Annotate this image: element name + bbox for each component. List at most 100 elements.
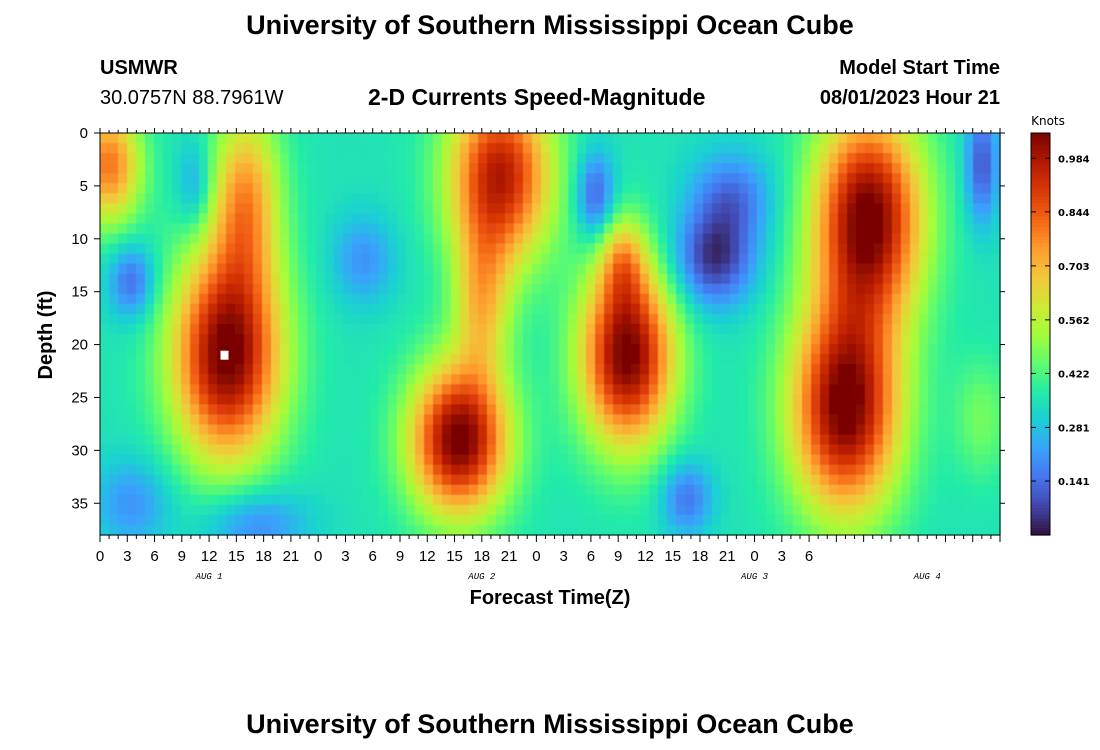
heatmap-cell bbox=[550, 404, 560, 415]
heatmap-cell bbox=[838, 404, 848, 415]
heatmap-cell bbox=[559, 153, 569, 164]
heatmap-cell bbox=[451, 233, 461, 245]
heatmap-cell bbox=[658, 323, 668, 335]
heatmap-cell bbox=[163, 424, 173, 436]
heatmap-cell bbox=[397, 193, 407, 204]
heatmap-cell bbox=[757, 374, 767, 385]
heatmap-cell bbox=[730, 233, 740, 245]
heatmap-cell bbox=[154, 514, 164, 526]
heatmap-cell bbox=[649, 444, 659, 456]
heatmap-cell bbox=[802, 293, 812, 305]
heatmap-cell bbox=[667, 183, 677, 194]
heatmap-cell bbox=[226, 283, 236, 295]
heatmap-cell bbox=[604, 223, 614, 235]
heatmap-cell bbox=[361, 273, 371, 285]
heatmap-cell bbox=[631, 323, 641, 335]
heatmap-cell bbox=[676, 514, 686, 526]
heatmap-cell bbox=[271, 374, 281, 385]
heatmap-cell bbox=[739, 203, 749, 214]
heatmap-cell bbox=[631, 404, 641, 415]
heatmap-cell bbox=[991, 253, 1001, 265]
heatmap-cell bbox=[397, 163, 407, 174]
heatmap-cell bbox=[703, 203, 713, 214]
heatmap-cell bbox=[847, 344, 857, 355]
heatmap-cell bbox=[118, 273, 128, 285]
heatmap-cell bbox=[226, 143, 236, 154]
heatmap-cell bbox=[244, 133, 254, 144]
heatmap-cell bbox=[514, 203, 524, 214]
heatmap-cell bbox=[271, 253, 281, 265]
heatmap-cell bbox=[640, 344, 650, 355]
heatmap-cell bbox=[694, 384, 704, 395]
heatmap-cell bbox=[928, 213, 938, 225]
heatmap-cell bbox=[892, 303, 902, 315]
heatmap-cell bbox=[955, 143, 965, 154]
heatmap-cell bbox=[334, 153, 344, 164]
heatmap-cell bbox=[856, 504, 866, 516]
heatmap-cell bbox=[613, 504, 623, 516]
heatmap-cell bbox=[928, 354, 938, 365]
heatmap-cell bbox=[541, 203, 551, 214]
heatmap-cell bbox=[451, 474, 461, 486]
heatmap-cell bbox=[343, 173, 353, 184]
heatmap-cell bbox=[982, 153, 992, 164]
heatmap-cell bbox=[595, 143, 605, 154]
heatmap-cell bbox=[748, 203, 758, 214]
heatmap-cell bbox=[739, 334, 749, 345]
heatmap-cell bbox=[451, 464, 461, 476]
heatmap-cell bbox=[802, 414, 812, 426]
heatmap-cell bbox=[343, 323, 353, 335]
heatmap-cell bbox=[793, 524, 803, 536]
heatmap-cell bbox=[613, 293, 623, 305]
heatmap-cell bbox=[406, 374, 416, 385]
heatmap-cell bbox=[514, 283, 524, 295]
heatmap-cell bbox=[757, 133, 767, 144]
heatmap-cell bbox=[568, 454, 578, 466]
heatmap-cell bbox=[640, 364, 650, 375]
heatmap-cell bbox=[757, 464, 767, 476]
heatmap-cell bbox=[703, 223, 713, 235]
heatmap-cell bbox=[280, 263, 290, 275]
heatmap-cell bbox=[523, 384, 533, 395]
heatmap-cell bbox=[100, 504, 110, 516]
heatmap-cell bbox=[613, 313, 623, 325]
heatmap-cell bbox=[757, 394, 767, 405]
heatmap-cell bbox=[343, 354, 353, 365]
heatmap-cell bbox=[982, 263, 992, 275]
colorbar-step bbox=[1031, 447, 1050, 452]
colorbar-tick-label: 0.703 bbox=[1058, 262, 1090, 273]
heatmap-cell bbox=[793, 243, 803, 255]
heatmap-cell bbox=[721, 444, 731, 456]
heatmap-cell bbox=[262, 444, 272, 456]
heatmap-cell bbox=[721, 394, 731, 405]
heatmap-cell bbox=[280, 514, 290, 526]
heatmap-cell bbox=[253, 303, 263, 315]
heatmap-cell bbox=[964, 223, 974, 235]
heatmap-cell bbox=[514, 334, 524, 345]
heatmap-cell bbox=[298, 173, 308, 184]
heatmap-cell bbox=[649, 323, 659, 335]
heatmap-cell bbox=[325, 444, 335, 456]
heatmap-cell bbox=[811, 163, 821, 174]
heatmap-cell bbox=[154, 434, 164, 446]
heatmap-cell bbox=[253, 233, 263, 245]
heatmap-cell bbox=[181, 424, 191, 436]
heatmap-cell bbox=[559, 313, 569, 325]
heatmap-cell bbox=[352, 293, 362, 305]
heatmap-cell bbox=[946, 203, 956, 214]
heatmap-cell bbox=[694, 143, 704, 154]
heatmap-cell bbox=[289, 354, 299, 365]
heatmap-cell bbox=[379, 464, 389, 476]
heatmap-cell bbox=[307, 143, 317, 154]
heatmap-cell bbox=[190, 434, 200, 446]
heatmap-cell bbox=[145, 514, 155, 526]
heatmap-cell bbox=[694, 323, 704, 335]
heatmap-cell bbox=[505, 384, 515, 395]
heatmap-cell bbox=[829, 384, 839, 395]
colorbar-step bbox=[1031, 444, 1050, 449]
heatmap-cell bbox=[469, 434, 479, 446]
heatmap-cell bbox=[919, 193, 929, 204]
heatmap-cell bbox=[325, 223, 335, 235]
heatmap-cell bbox=[352, 243, 362, 255]
heatmap-cell bbox=[370, 203, 380, 214]
